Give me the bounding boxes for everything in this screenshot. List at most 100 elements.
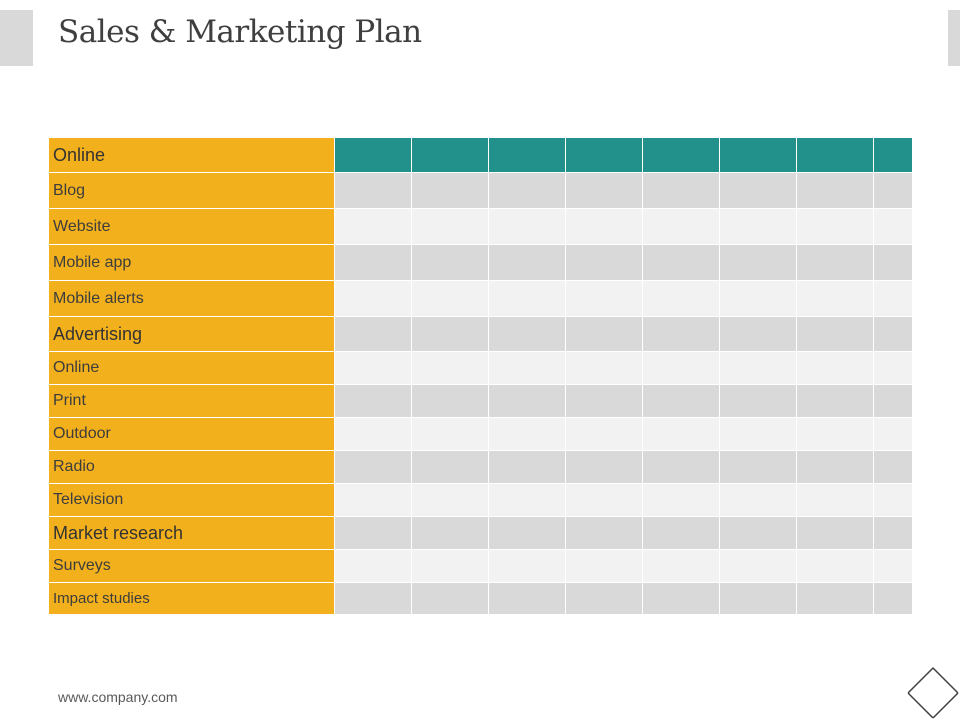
table-cell [334, 280, 412, 317]
table-cell [488, 280, 566, 317]
table-cell [411, 172, 489, 209]
table-section-row: Market research [48, 516, 913, 550]
table-cell [411, 137, 489, 173]
row-label: Print [48, 384, 335, 418]
table-cell [488, 208, 566, 245]
table-cell [565, 137, 643, 173]
table-cell [873, 137, 913, 173]
table-cell [488, 417, 566, 451]
table-cell [411, 280, 489, 317]
table-cell [488, 137, 566, 173]
table-cell [796, 137, 874, 173]
table-row: Impact studies [48, 582, 913, 615]
table-cell [565, 172, 643, 209]
table-row: Surveys [48, 549, 913, 583]
table-cell [719, 172, 797, 209]
table-cell [719, 316, 797, 352]
row-label: Impact studies [48, 582, 335, 615]
table-cell [642, 208, 720, 245]
table-cell [334, 516, 412, 550]
table-cell [719, 351, 797, 385]
table-cell [642, 280, 720, 317]
table-cell [565, 516, 643, 550]
table-cell [642, 172, 720, 209]
table-cell [565, 280, 643, 317]
table-cell [488, 351, 566, 385]
table-cell [565, 417, 643, 451]
slide-title: Sales & Marketing Plan [58, 14, 422, 50]
section-label: Advertising [48, 316, 335, 352]
table-cell [873, 483, 913, 517]
table-cell [488, 384, 566, 418]
table-row: Outdoor [48, 417, 913, 451]
table-cell [334, 384, 412, 418]
table-cell [565, 450, 643, 484]
table-cell [873, 450, 913, 484]
table-cell [873, 172, 913, 209]
row-label: Television [48, 483, 335, 517]
table-cell [411, 244, 489, 281]
table-cell [565, 316, 643, 352]
table-cell [642, 483, 720, 517]
table-cell [642, 516, 720, 550]
table-cell [873, 351, 913, 385]
table-cell [488, 483, 566, 517]
table-cell [411, 316, 489, 352]
table-cell [873, 208, 913, 245]
table-cell [642, 582, 720, 615]
table-cell [411, 516, 489, 550]
row-label: Mobile alerts [48, 280, 335, 317]
table-row: Print [48, 384, 913, 418]
diamond-outline-icon [907, 667, 959, 719]
table-cell [334, 417, 412, 451]
table-cell [334, 244, 412, 281]
table-cell [565, 582, 643, 615]
table-cell [642, 384, 720, 418]
table-cell [411, 549, 489, 583]
table-cell [411, 417, 489, 451]
table-cell [565, 208, 643, 245]
table-cell [488, 516, 566, 550]
table-cell [488, 450, 566, 484]
row-label: Website [48, 208, 335, 245]
table-section-row: Online [48, 137, 913, 173]
section-label: Market research [48, 516, 335, 550]
table-cell [565, 244, 643, 281]
table-cell [796, 172, 874, 209]
table-cell [719, 280, 797, 317]
table-cell [488, 316, 566, 352]
table-cell [873, 549, 913, 583]
table-cell [488, 582, 566, 615]
table-cell [642, 137, 720, 173]
table-cell [565, 351, 643, 385]
table-row: Television [48, 483, 913, 517]
table-cell [411, 483, 489, 517]
table-cell [719, 549, 797, 583]
table-row: Radio [48, 450, 913, 484]
table-cell [334, 208, 412, 245]
table-cell [796, 280, 874, 317]
row-label: Online [48, 351, 335, 385]
table-row: Online [48, 351, 913, 385]
table-cell [796, 483, 874, 517]
table-cell [796, 417, 874, 451]
section-label: Online [48, 137, 335, 173]
table-row: Blog [48, 172, 913, 209]
table-cell [334, 483, 412, 517]
table-cell [796, 244, 874, 281]
table-cell [719, 137, 797, 173]
table-cell [488, 244, 566, 281]
table-cell [565, 384, 643, 418]
row-label: Surveys [48, 549, 335, 583]
row-label: Radio [48, 450, 335, 484]
table-cell [719, 384, 797, 418]
table-cell [334, 450, 412, 484]
table-cell [796, 549, 874, 583]
table-cell [873, 417, 913, 451]
table-cell [334, 351, 412, 385]
table-cell [873, 244, 913, 281]
table-cell [719, 208, 797, 245]
table-cell [334, 316, 412, 352]
table-row: Mobile app [48, 244, 913, 281]
table-cell [642, 549, 720, 583]
